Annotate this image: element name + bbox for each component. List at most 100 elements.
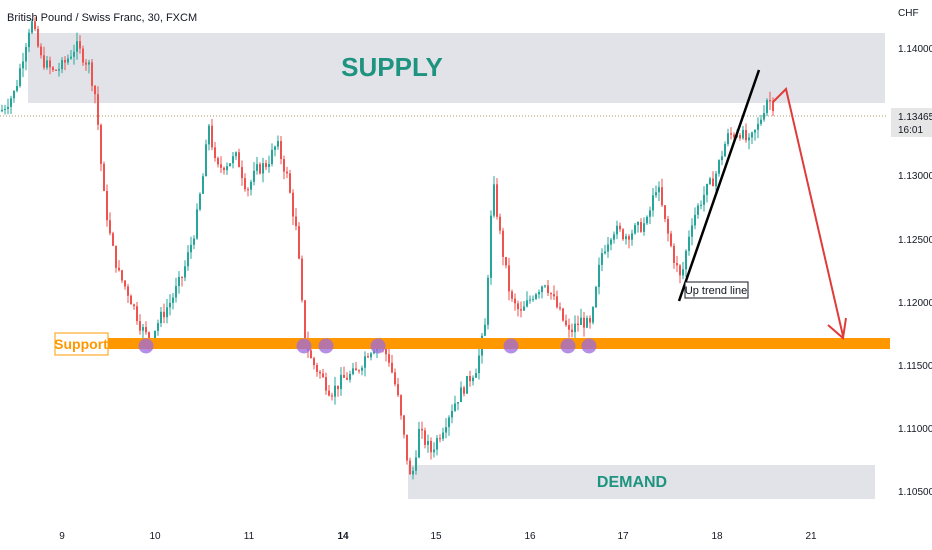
candle [136, 306, 138, 322]
candle [457, 402, 459, 404]
candle [115, 245, 117, 268]
candle [328, 390, 330, 396]
candle [85, 62, 87, 65]
candle [538, 292, 540, 295]
candle [604, 251, 606, 254]
candle [13, 90, 15, 99]
price-tag-time: 16:01 [898, 125, 923, 136]
candle [586, 317, 588, 328]
candle [310, 350, 312, 359]
candle [739, 135, 741, 139]
support-touch-marker [318, 338, 334, 354]
x-axis-ticks: 9 10 11 14 15 16 17 18 21 [59, 531, 817, 542]
candle [169, 302, 171, 308]
candle [541, 286, 543, 293]
supply-label: SUPPLY [341, 52, 443, 82]
y-tick-label: 1.10500 [898, 487, 932, 498]
candle [82, 48, 84, 63]
candle [340, 374, 342, 390]
candle [418, 428, 420, 458]
candle [109, 220, 111, 234]
candle [433, 449, 435, 453]
y-tick-label: 1.12500 [898, 235, 932, 246]
candle [487, 277, 489, 325]
candle [427, 440, 429, 445]
supply-zone [28, 33, 885, 103]
candle [439, 438, 441, 440]
forecast-path[interactable] [772, 87, 844, 337]
candle [625, 236, 627, 240]
candle [10, 98, 12, 107]
candle [670, 233, 672, 246]
candle [157, 323, 159, 331]
candle [607, 244, 609, 252]
candle [733, 134, 735, 137]
candle [577, 323, 579, 326]
support-label-box: Support [54, 332, 109, 356]
candle [409, 460, 411, 475]
candle [454, 403, 456, 411]
candle [292, 192, 294, 217]
support-touch-marker [296, 338, 312, 354]
y-tick-label: 1.11500 [898, 361, 932, 372]
candle [406, 434, 408, 461]
candle [553, 294, 555, 297]
candle [229, 163, 231, 167]
candle [523, 306, 525, 311]
x-tick-label: 21 [805, 531, 817, 542]
candle [664, 205, 666, 219]
candle [274, 146, 276, 150]
candle [178, 276, 180, 287]
candle [622, 229, 624, 240]
candle [268, 163, 270, 168]
candle [403, 415, 405, 435]
candle [241, 167, 243, 179]
candle [79, 41, 81, 49]
candle [697, 205, 699, 215]
candle [175, 286, 177, 298]
candle [595, 287, 597, 308]
x-tick-label: 9 [59, 531, 65, 542]
candle [445, 427, 447, 433]
demand-label: DEMAND [597, 474, 667, 491]
candle [76, 41, 78, 52]
trend-label: Up trend line [685, 285, 747, 297]
candle [709, 178, 711, 184]
up-trend-line[interactable] [677, 69, 761, 302]
candle [658, 187, 660, 193]
candle [43, 55, 45, 68]
candle [121, 270, 123, 281]
candle [400, 395, 402, 416]
candle [148, 332, 150, 342]
candle [172, 297, 174, 303]
candle [676, 262, 678, 266]
x-tick-label: 18 [711, 531, 723, 542]
candle [22, 61, 24, 69]
candle [451, 410, 453, 418]
candle [493, 184, 495, 216]
candle [580, 317, 582, 326]
x-tick-label: 17 [617, 531, 629, 542]
candle [475, 373, 477, 378]
candle [262, 163, 264, 174]
candle [19, 68, 21, 87]
candle [505, 256, 507, 266]
candle [232, 156, 234, 164]
candle [745, 129, 747, 141]
candle [208, 125, 210, 145]
candle [469, 375, 471, 382]
candle [388, 354, 390, 363]
candle [97, 94, 99, 125]
price-tag: 1.13465 16:01 [891, 108, 932, 137]
candle [205, 144, 207, 177]
candle [199, 193, 201, 210]
candle [646, 216, 648, 224]
candle [91, 62, 93, 86]
candle [217, 158, 219, 165]
x-tick-label: 14 [337, 531, 349, 542]
candle [463, 387, 465, 394]
candle [568, 325, 570, 330]
candle [316, 365, 318, 372]
candle [673, 245, 675, 263]
